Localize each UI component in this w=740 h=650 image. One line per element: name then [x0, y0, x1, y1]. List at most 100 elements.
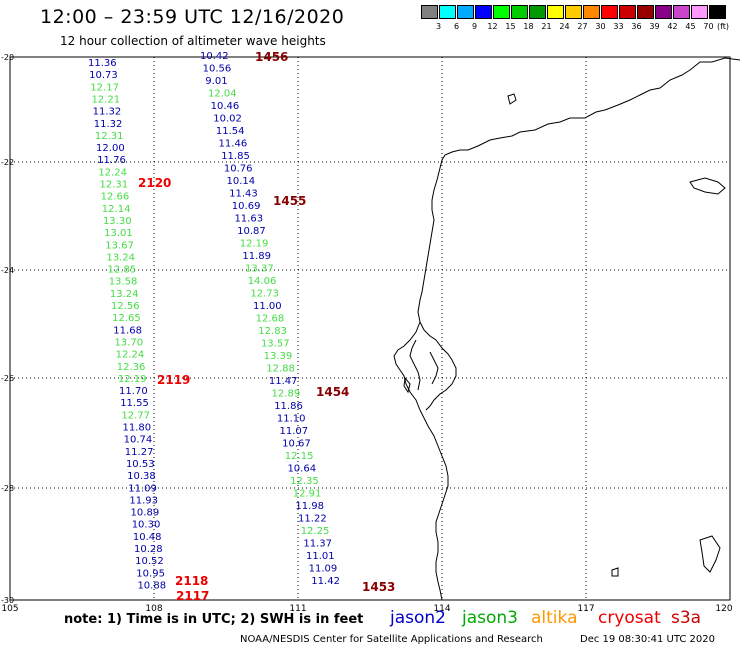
lon-tick-label: 114 — [433, 604, 450, 614]
track-value: 14.06 — [248, 276, 277, 287]
pass-time-label: 2119 — [157, 373, 190, 387]
track-value: 12.56 — [111, 301, 140, 312]
track-value: 10.53 — [126, 459, 155, 470]
track-value: 10.30 — [132, 520, 161, 531]
lat-tick-label: -30 — [1, 596, 14, 605]
track-value: 13.01 — [104, 228, 133, 239]
track-value: 12.14 — [102, 204, 131, 215]
track-value: 11.32 — [94, 119, 123, 130]
legend-jason2: jason2 — [390, 608, 446, 628]
colorbar-swatch — [655, 5, 672, 19]
track-value: 10.76 — [224, 164, 253, 175]
track-value: 12.35 — [290, 476, 319, 487]
track-value: 12.77 — [121, 410, 150, 421]
track-value: 12.31 — [95, 131, 124, 142]
lat-tick-label: -28 — [1, 484, 14, 493]
track-value: 11.46 — [219, 139, 248, 150]
colorbar-swatch — [439, 5, 456, 19]
track-value: 12.17 — [90, 82, 119, 93]
colorbar-swatch — [565, 5, 582, 19]
track-value: 10.46 — [211, 101, 240, 112]
lon-tick-label: 120 — [715, 604, 732, 614]
track-value: 10.87 — [237, 226, 266, 237]
track-value: 13.24 — [106, 252, 135, 263]
track-value: 10.56 — [203, 64, 232, 75]
track-value: 11.80 — [123, 423, 152, 434]
track-value: 12.24 — [116, 350, 145, 361]
colorbar-swatch — [421, 5, 438, 19]
track-value: 12.83 — [258, 326, 287, 337]
map-frame — [9, 56, 731, 601]
track-value: 11.22 — [298, 514, 327, 525]
colorbar-label: 42 — [667, 22, 678, 31]
track-value: 12.04 — [208, 89, 237, 100]
track-value: 10.02 — [213, 114, 242, 125]
track-value: 12.73 — [250, 289, 279, 300]
track-value: 11.55 — [120, 398, 149, 409]
track-value: 11.98 — [295, 501, 324, 512]
shark-bay — [409, 321, 457, 411]
colorbar-label: 3 — [435, 22, 442, 31]
colorbar-swatch — [457, 5, 474, 19]
colorbar-label: 45 — [685, 22, 696, 31]
pass-time-label: 1453 — [362, 580, 395, 594]
colorbar-swatch — [475, 5, 492, 19]
island-5 — [611, 567, 619, 577]
track-value: 11.27 — [125, 447, 154, 458]
colorbar-swatch — [601, 5, 618, 19]
pass-time-label: 1455 — [273, 194, 306, 208]
legend-s3a: s3a — [671, 608, 702, 628]
track-value: 10.89 — [131, 508, 160, 519]
coastline — [393, 57, 740, 601]
generation-timestamp: Dec 19 08:30:41 UTC 2020 — [580, 634, 715, 645]
track-value: 10.73 — [89, 70, 118, 81]
colorbar-label: 39 — [649, 22, 660, 31]
track-value: 10.74 — [124, 435, 153, 446]
pass-time-label: 2120 — [138, 176, 171, 190]
track-value: 12.88 — [266, 364, 295, 375]
track-value: 11.09 — [309, 564, 338, 575]
track-value: 12.25 — [301, 526, 330, 537]
track-value: 11.63 — [234, 214, 263, 225]
track-value: 10.69 — [232, 201, 261, 212]
island-1 — [507, 93, 517, 105]
track-value: 11.01 — [306, 551, 335, 562]
colorbar-label: 18 — [523, 22, 534, 31]
colorbar-swatch — [673, 5, 690, 19]
track-value: 11.89 — [242, 251, 271, 262]
lat-tick-label: -24 — [1, 266, 14, 275]
footer-note: note: 1) Time is in UTC; 2) SWH is in fe… — [64, 612, 364, 627]
colorbar-unit: (ft) — [717, 22, 730, 31]
track-value: 11.36 — [88, 58, 117, 69]
lon-tick-label: 111 — [289, 604, 306, 614]
map-subtitle: 12 hour collection of altimeter wave hei… — [60, 34, 326, 48]
pass-time-label: 1456 — [255, 50, 288, 64]
track-value: 13.39 — [264, 351, 293, 362]
colorbar-label: 36 — [631, 22, 642, 31]
track-value: 10.88 — [137, 580, 166, 591]
track-value: 12.15 — [285, 451, 314, 462]
track-value: 12.91 — [293, 489, 322, 500]
track-value: 10.14 — [227, 176, 256, 187]
island-4 — [699, 535, 721, 573]
colorbar-label: 24 — [559, 22, 570, 31]
track-value: 11.43 — [229, 189, 258, 200]
track-value: 12.85 — [108, 265, 137, 276]
pass-time-label: 2118 — [175, 574, 208, 588]
track-value: 13.70 — [114, 337, 143, 348]
track-value: 10.64 — [287, 464, 316, 475]
colorbar-swatch — [691, 5, 708, 19]
colorbar-swatch — [619, 5, 636, 19]
track-value: 12.65 — [112, 313, 141, 324]
track-value: 12.24 — [98, 167, 127, 178]
track-value: 11.37 — [303, 539, 332, 550]
lon-tick-label: 108 — [145, 604, 162, 614]
track-value: 12.00 — [96, 143, 125, 154]
track-value: 10.67 — [282, 439, 311, 450]
track-value: 13.57 — [261, 339, 290, 350]
lat-lon-grid: 105 108 111 114 117 120 -20 -22 -24 -26 -28 -30 — [1, 53, 733, 614]
credit-line: NOAA/NESDIS Center for Satellite Applica… — [240, 634, 543, 645]
pass-time-label: 1454 — [316, 385, 349, 399]
colorbar-label: 6 — [453, 22, 460, 31]
